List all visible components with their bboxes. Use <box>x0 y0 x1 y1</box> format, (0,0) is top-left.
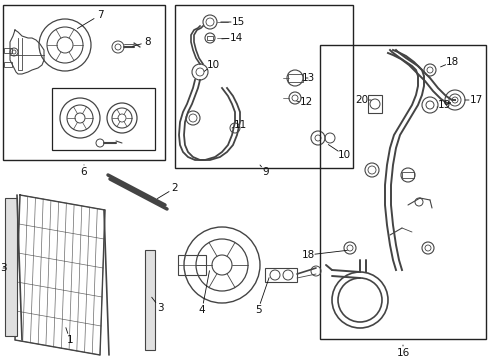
Text: 17: 17 <box>468 95 482 105</box>
Text: 18: 18 <box>445 57 458 67</box>
Text: 8: 8 <box>144 37 151 47</box>
Bar <box>5 198 17 336</box>
Bar <box>287 74 303 82</box>
Bar <box>178 255 205 275</box>
Bar <box>145 250 155 350</box>
Text: 12: 12 <box>299 97 312 107</box>
Text: 16: 16 <box>396 348 409 358</box>
Text: 11: 11 <box>233 120 246 130</box>
Text: 4: 4 <box>198 305 205 315</box>
Text: 15: 15 <box>231 17 244 27</box>
Bar <box>175 5 352 168</box>
Text: 10: 10 <box>206 60 219 70</box>
Bar <box>52 88 155 150</box>
Bar <box>264 268 296 282</box>
Text: 5: 5 <box>254 305 261 315</box>
Text: 10: 10 <box>337 150 350 160</box>
Bar <box>4 62 12 67</box>
Text: 3: 3 <box>156 303 163 313</box>
Text: 13: 13 <box>301 73 314 83</box>
Text: 18: 18 <box>301 250 314 260</box>
Bar <box>206 36 213 40</box>
Text: 7: 7 <box>97 10 103 20</box>
Bar <box>401 172 413 178</box>
Text: 6: 6 <box>81 167 87 177</box>
Bar <box>319 45 485 339</box>
Bar <box>3 5 164 160</box>
Text: 3: 3 <box>0 263 6 273</box>
Text: 2: 2 <box>171 183 178 193</box>
Bar <box>367 95 381 113</box>
Bar <box>4 48 12 53</box>
Text: 1: 1 <box>66 335 73 345</box>
Text: 19: 19 <box>436 100 450 110</box>
Text: 9: 9 <box>262 167 269 177</box>
Text: 14: 14 <box>229 33 242 43</box>
Text: 20: 20 <box>355 95 368 105</box>
